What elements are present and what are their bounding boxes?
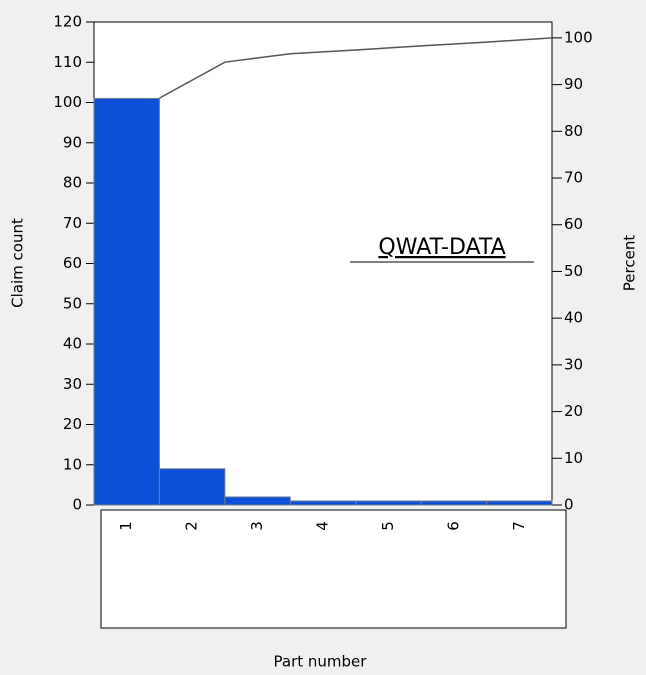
bar	[355, 500, 422, 506]
y2-axis-title: Percent	[621, 235, 639, 292]
x-tick-label: 2	[183, 521, 201, 531]
x-tick-label: 6	[444, 521, 462, 531]
y-tick-label: 90	[63, 133, 82, 151]
bar	[158, 468, 226, 506]
y2-tick-label: 0	[564, 496, 574, 514]
bar	[420, 500, 488, 506]
y-tick-label: 80	[63, 174, 82, 192]
y-tick-label: 100	[53, 93, 82, 111]
x-tick-label: 5	[379, 521, 397, 531]
x-axis-title: Part number	[274, 653, 368, 671]
y2-tick-label: 50	[564, 262, 583, 280]
y-axis-title: Claim count	[9, 218, 27, 308]
x-tick-label: 7	[510, 521, 528, 531]
y2-tick-label: 70	[564, 169, 583, 187]
y-tick-label: 120	[53, 13, 82, 31]
y2-tick-label: 60	[564, 215, 583, 233]
y2-tick-label: 30	[564, 355, 583, 373]
cumulative-line	[159, 37, 553, 99]
bar	[93, 97, 160, 506]
x-tick-label: 1	[117, 521, 135, 531]
y-tick-label: 40	[63, 335, 82, 353]
x-label-box	[100, 509, 567, 629]
y-tick-label: 60	[63, 254, 82, 272]
y2-tick-label: 20	[564, 402, 583, 420]
y2-tick-label: 10	[564, 449, 583, 467]
bar	[289, 500, 357, 506]
y-tick-label: 70	[63, 214, 82, 232]
y2-tick-label: 80	[564, 122, 583, 140]
x-tick-label: 3	[248, 521, 266, 531]
y-tick-label: 110	[53, 53, 82, 71]
y2-tick-label: 100	[564, 28, 593, 46]
x-tick-label: 4	[314, 521, 332, 531]
y2-tick-label: 90	[564, 75, 583, 93]
annotation: QWAT-DATA	[378, 235, 505, 260]
y-tick-label: 50	[63, 294, 82, 312]
y-tick-label: 10	[63, 455, 82, 473]
plot-area	[93, 21, 553, 506]
y-tick-label: 20	[63, 415, 82, 433]
y-tick-label: 0	[72, 496, 82, 514]
y-tick-label: 30	[63, 375, 82, 393]
bar	[486, 500, 553, 506]
bar	[224, 496, 291, 506]
y2-tick-label: 40	[564, 309, 583, 327]
